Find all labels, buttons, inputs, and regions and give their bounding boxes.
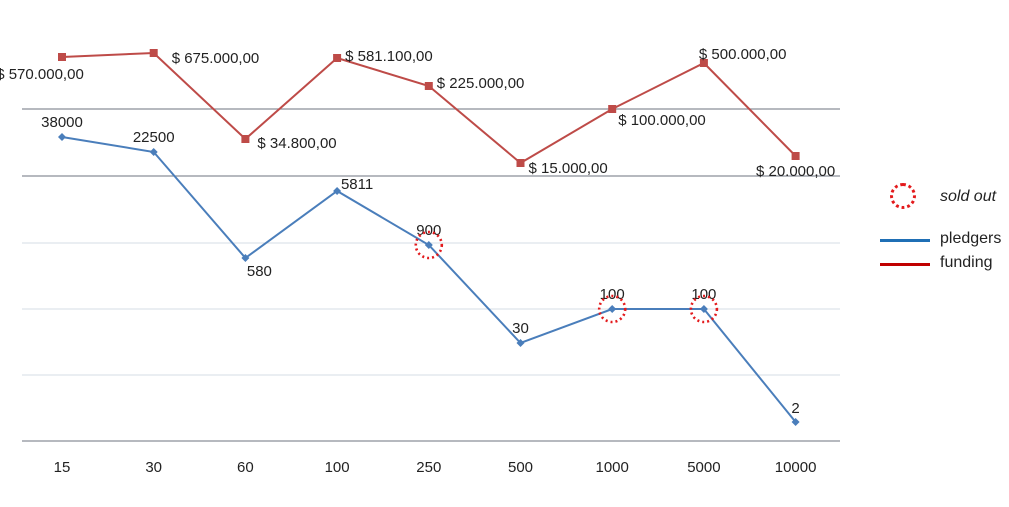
funding-marker [58,53,66,61]
legend-item-pledgers: pledgers [880,228,1005,252]
pledgers-marker [333,187,342,195]
x-tick-label: 60 [237,459,254,476]
funding-data-label: $ 581.100,00 [345,48,433,65]
funding-data-label: $ 225.000,00 [437,75,525,92]
funding-marker [424,82,433,90]
sold-out-circle [414,230,444,260]
pledgers-marker [516,339,525,347]
funding-marker [149,49,158,57]
funding-data-label: $ 100.000,00 [618,112,706,129]
pledgers-data-label: 100 [600,286,625,303]
funding-marker [516,159,525,167]
x-tick-label: 250 [416,459,441,476]
pledgers-data-label: 900 [416,222,441,239]
x-tick-label: 5000 [687,459,720,476]
funding-line [61,51,797,165]
pledgers-line [61,136,797,423]
funding-line-icon [880,263,930,266]
x-tick-label: 10000 [775,459,817,476]
funding-data-label: $ 20.000,00 [756,163,835,180]
legend: sold out pledgers funding [880,183,1005,276]
pledgers-data-label: 580 [247,263,272,280]
pledgers-data-label: 100 [691,286,716,303]
pledgers-marker [791,418,800,426]
x-tick-label: 100 [325,459,350,476]
pledgers-data-label: 30 [512,320,529,337]
legend-label-funding: funding [940,254,993,271]
legend-item-funding: funding [880,252,1005,276]
funding-marker [241,135,250,143]
funding-marker [699,59,708,67]
pledgers-marker [149,148,158,156]
funding-marker [333,54,342,62]
pledgers-data-label: 2 [791,400,799,417]
sold-out-circle [597,294,627,324]
funding-marker [791,152,800,160]
legend-label-pledgers: pledgers [940,230,1002,247]
pledgers-marker [241,254,250,262]
legend-label-sold-out: sold out [940,188,997,205]
funding-marker [608,105,617,113]
funding-data-label: $ 15.000,00 [529,160,608,177]
x-tick-label: 500 [508,459,533,476]
funding-data-label: $ 500.000,00 [699,46,787,63]
pledgers-marker [699,305,708,313]
pledgers-marker [608,305,617,313]
funding-data-label: $ 34.800,00 [257,135,336,152]
funding-data-label: $ 570.000,00 [0,66,84,83]
sold-out-circle-icon [890,183,916,209]
x-tick-label: 1000 [596,459,629,476]
legend-item-sold-out: sold out [880,183,1005,209]
pledgers-line-icon [880,239,930,242]
pledgers-marker [424,241,433,249]
pledgers-data-label: 22500 [133,129,175,146]
x-tick-label: 30 [145,459,162,476]
pledgers-marker [58,133,66,141]
sold-out-circle [689,294,719,324]
x-tick-label: 15 [54,459,71,476]
pledgers-data-label: 5811 [341,176,373,193]
funding-data-label: $ 675.000,00 [172,50,260,67]
pledgers-data-label: 38000 [41,114,83,131]
